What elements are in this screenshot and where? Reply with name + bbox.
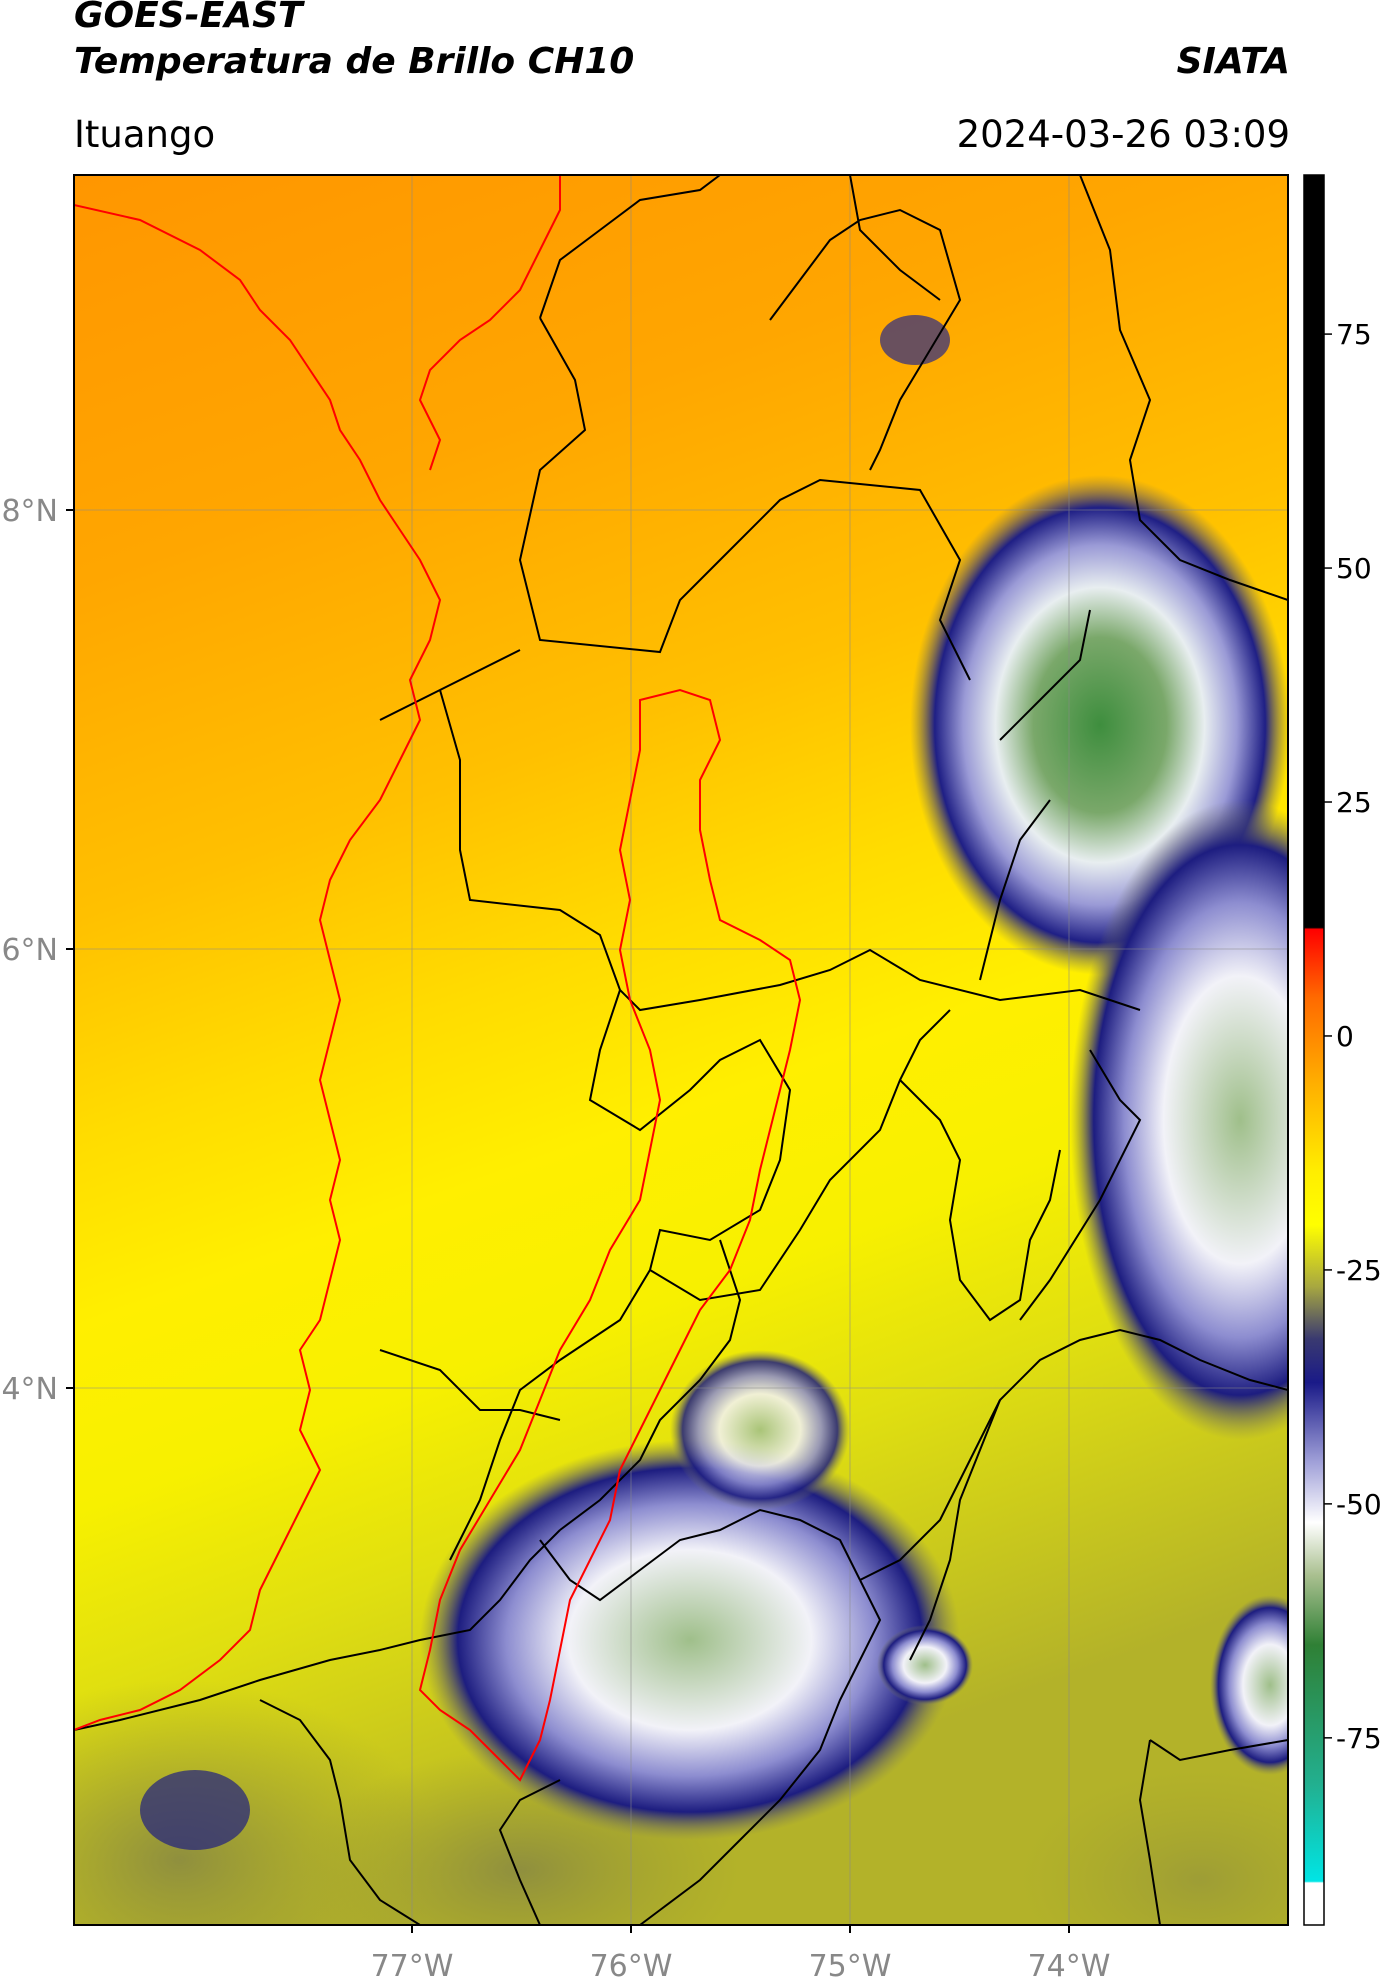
colorbar-frame [1303, 174, 1325, 1926]
lat-tick-4N: 4°N [1, 1372, 58, 1407]
lat-tick-marks [66, 509, 74, 1389]
lon-tick-marks [411, 1925, 1070, 1933]
colorbar-tick-label: -50 [1336, 1488, 1382, 1521]
title-satellite: GOES-EAST [74, 0, 303, 36]
storm-cell-south [420, 1440, 960, 1840]
admin-boundaries [74, 175, 1288, 1925]
graticule [74, 175, 1288, 1925]
lat-ticks: 8°N 6°N 4°N [1, 494, 58, 1407]
coastline-and-basin [74, 175, 802, 1782]
colorbar-gradient [1304, 175, 1324, 1925]
colorbar-tick-label: 0 [1336, 1020, 1354, 1053]
colorbar-ticks: 75 50 25 0 -25 -50 -75 [1324, 318, 1382, 1755]
lon-tick-77W: 77°W [371, 1949, 454, 1981]
colorbar-tick-label: 25 [1336, 786, 1372, 819]
map-frame [73, 174, 1289, 1926]
lat-tick-6N: 6°N [1, 933, 58, 968]
colorbar: 75 50 25 0 -25 -50 -75 [1303, 174, 1382, 1926]
title-product: Temperatura de Brillo CH10 [74, 41, 635, 82]
datetime-label: 2024-03-26 03:09 [956, 113, 1290, 156]
lon-tick-76W: 76°W [590, 1949, 673, 1981]
colorbar-tick-label: -25 [1336, 1254, 1382, 1287]
lon-tick-75W: 75°W [809, 1949, 892, 1981]
lon-tick-74W: 74°W [1028, 1949, 1111, 1981]
colorbar-tick-label: 50 [1336, 552, 1372, 585]
map-panel [74, 175, 1288, 1925]
storm-cell-east [1070, 800, 1288, 1440]
brand-label: SIATA [1176, 41, 1290, 82]
colorbar-tick-label: -75 [1336, 1722, 1382, 1755]
colorbar-tick-label: 75 [1336, 318, 1372, 351]
lat-tick-8N: 8°N [1, 494, 58, 529]
lon-ticks: 77°W 76°W 75°W 74°W [371, 1949, 1111, 1981]
region-label: Ituango [74, 113, 216, 156]
